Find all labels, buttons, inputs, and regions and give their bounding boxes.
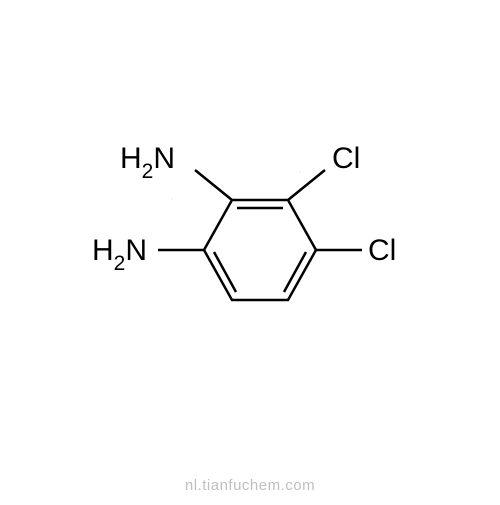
molecule-svg (0, 0, 500, 500)
label-nh2-top: H2N (120, 142, 175, 181)
label-nh2-bottom: H2N (92, 234, 147, 273)
label-cl-bottom: Cl (368, 234, 396, 268)
watermark: nl.tianfuchem.com (185, 477, 315, 494)
molecule-diagram: H2N H2N Cl Cl (0, 0, 500, 500)
label-cl-top: Cl (332, 142, 360, 176)
